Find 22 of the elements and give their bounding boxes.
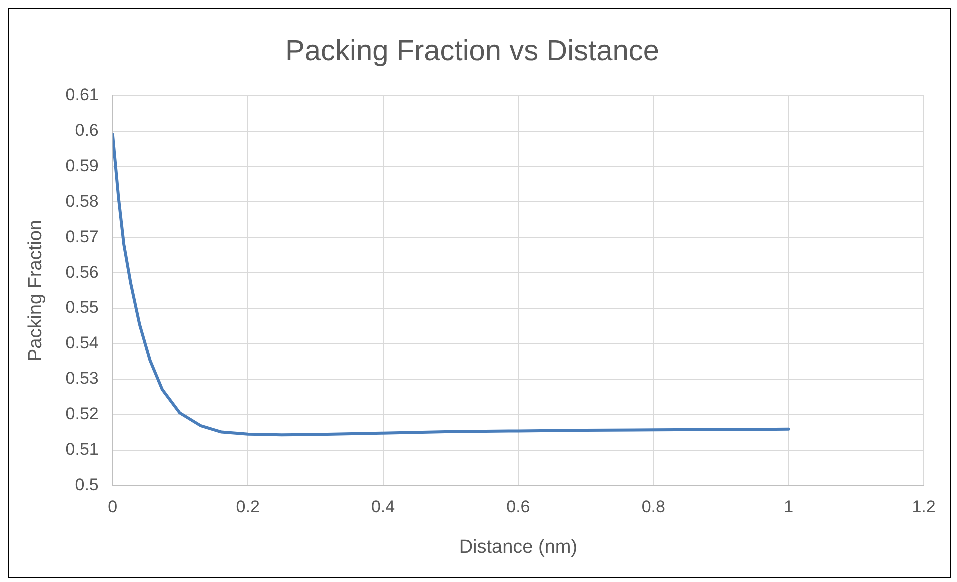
y-tick-label: 0.56 [66,262,99,282]
x-tick-label: 1 [784,498,794,517]
x-tick-label: 0.6 [506,498,530,517]
x-tick-label: 0.2 [236,498,260,517]
y-tick-label: 0.58 [66,192,99,211]
y-tick-label: 0.59 [66,156,99,176]
chart-title: Packing Fraction vs Distance [286,35,660,68]
x-tick-label: 0.8 [642,498,666,517]
y-tick-label: 0.52 [66,404,99,424]
y-tick-label: 0.51 [66,440,99,460]
x-tick-label: 0 [108,498,118,517]
x-tick-label: 1.2 [912,498,936,517]
x-tick-label: 0.4 [371,498,396,517]
y-tick-label: 0.53 [66,369,99,388]
y-tick-label: 0.5 [75,475,99,494]
y-tick-label: 0.6 [75,120,99,140]
y-tick-label: 0.55 [66,298,99,318]
y-tick-label: 0.54 [66,334,99,353]
y-tick-label: 0.57 [66,227,99,246]
y-tick-label: 0.61 [66,85,99,104]
y-axis-title: Packing Fraction [26,220,47,362]
x-axis-title: Distance (nm) [459,536,578,558]
